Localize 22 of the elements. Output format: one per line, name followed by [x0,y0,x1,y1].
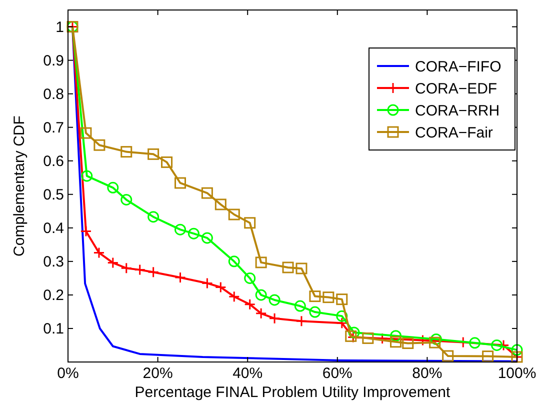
y-axis-title: Complementary CDF [11,116,28,256]
x-tick-label: 100% [498,365,536,382]
y-tick-label: 0.8 [43,86,64,104]
y-tick-label: 0.7 [43,120,64,137]
y-tick-label: 1 [56,19,64,36]
x-tick-label: 60% [322,365,352,382]
y-tick-label: 0.2 [43,287,64,304]
legend-label: CORA−EDF [415,80,498,98]
y-tick-label: 0.9 [43,52,64,70]
y-tick-label: 0.4 [43,220,64,238]
x-tick-label: 20% [142,365,173,382]
y-tick-label: 0.6 [43,153,64,170]
legend-label: CORA−Fair [415,124,493,142]
x-axis-title: Percentage FINAL Problem Utility Improvement [134,384,452,401]
y-tick-label: 0.1 [43,320,64,338]
legend-label: CORA−RRH [415,102,500,120]
y-tick-label: 0.3 [43,254,64,271]
x-tick-label: 80% [412,365,442,382]
x-tick-label: 40% [232,365,263,382]
y-tick-label: 0.5 [43,186,64,204]
x-tick-label: 0% [57,365,79,382]
legend-label: CORA−FIFO [415,58,502,76]
